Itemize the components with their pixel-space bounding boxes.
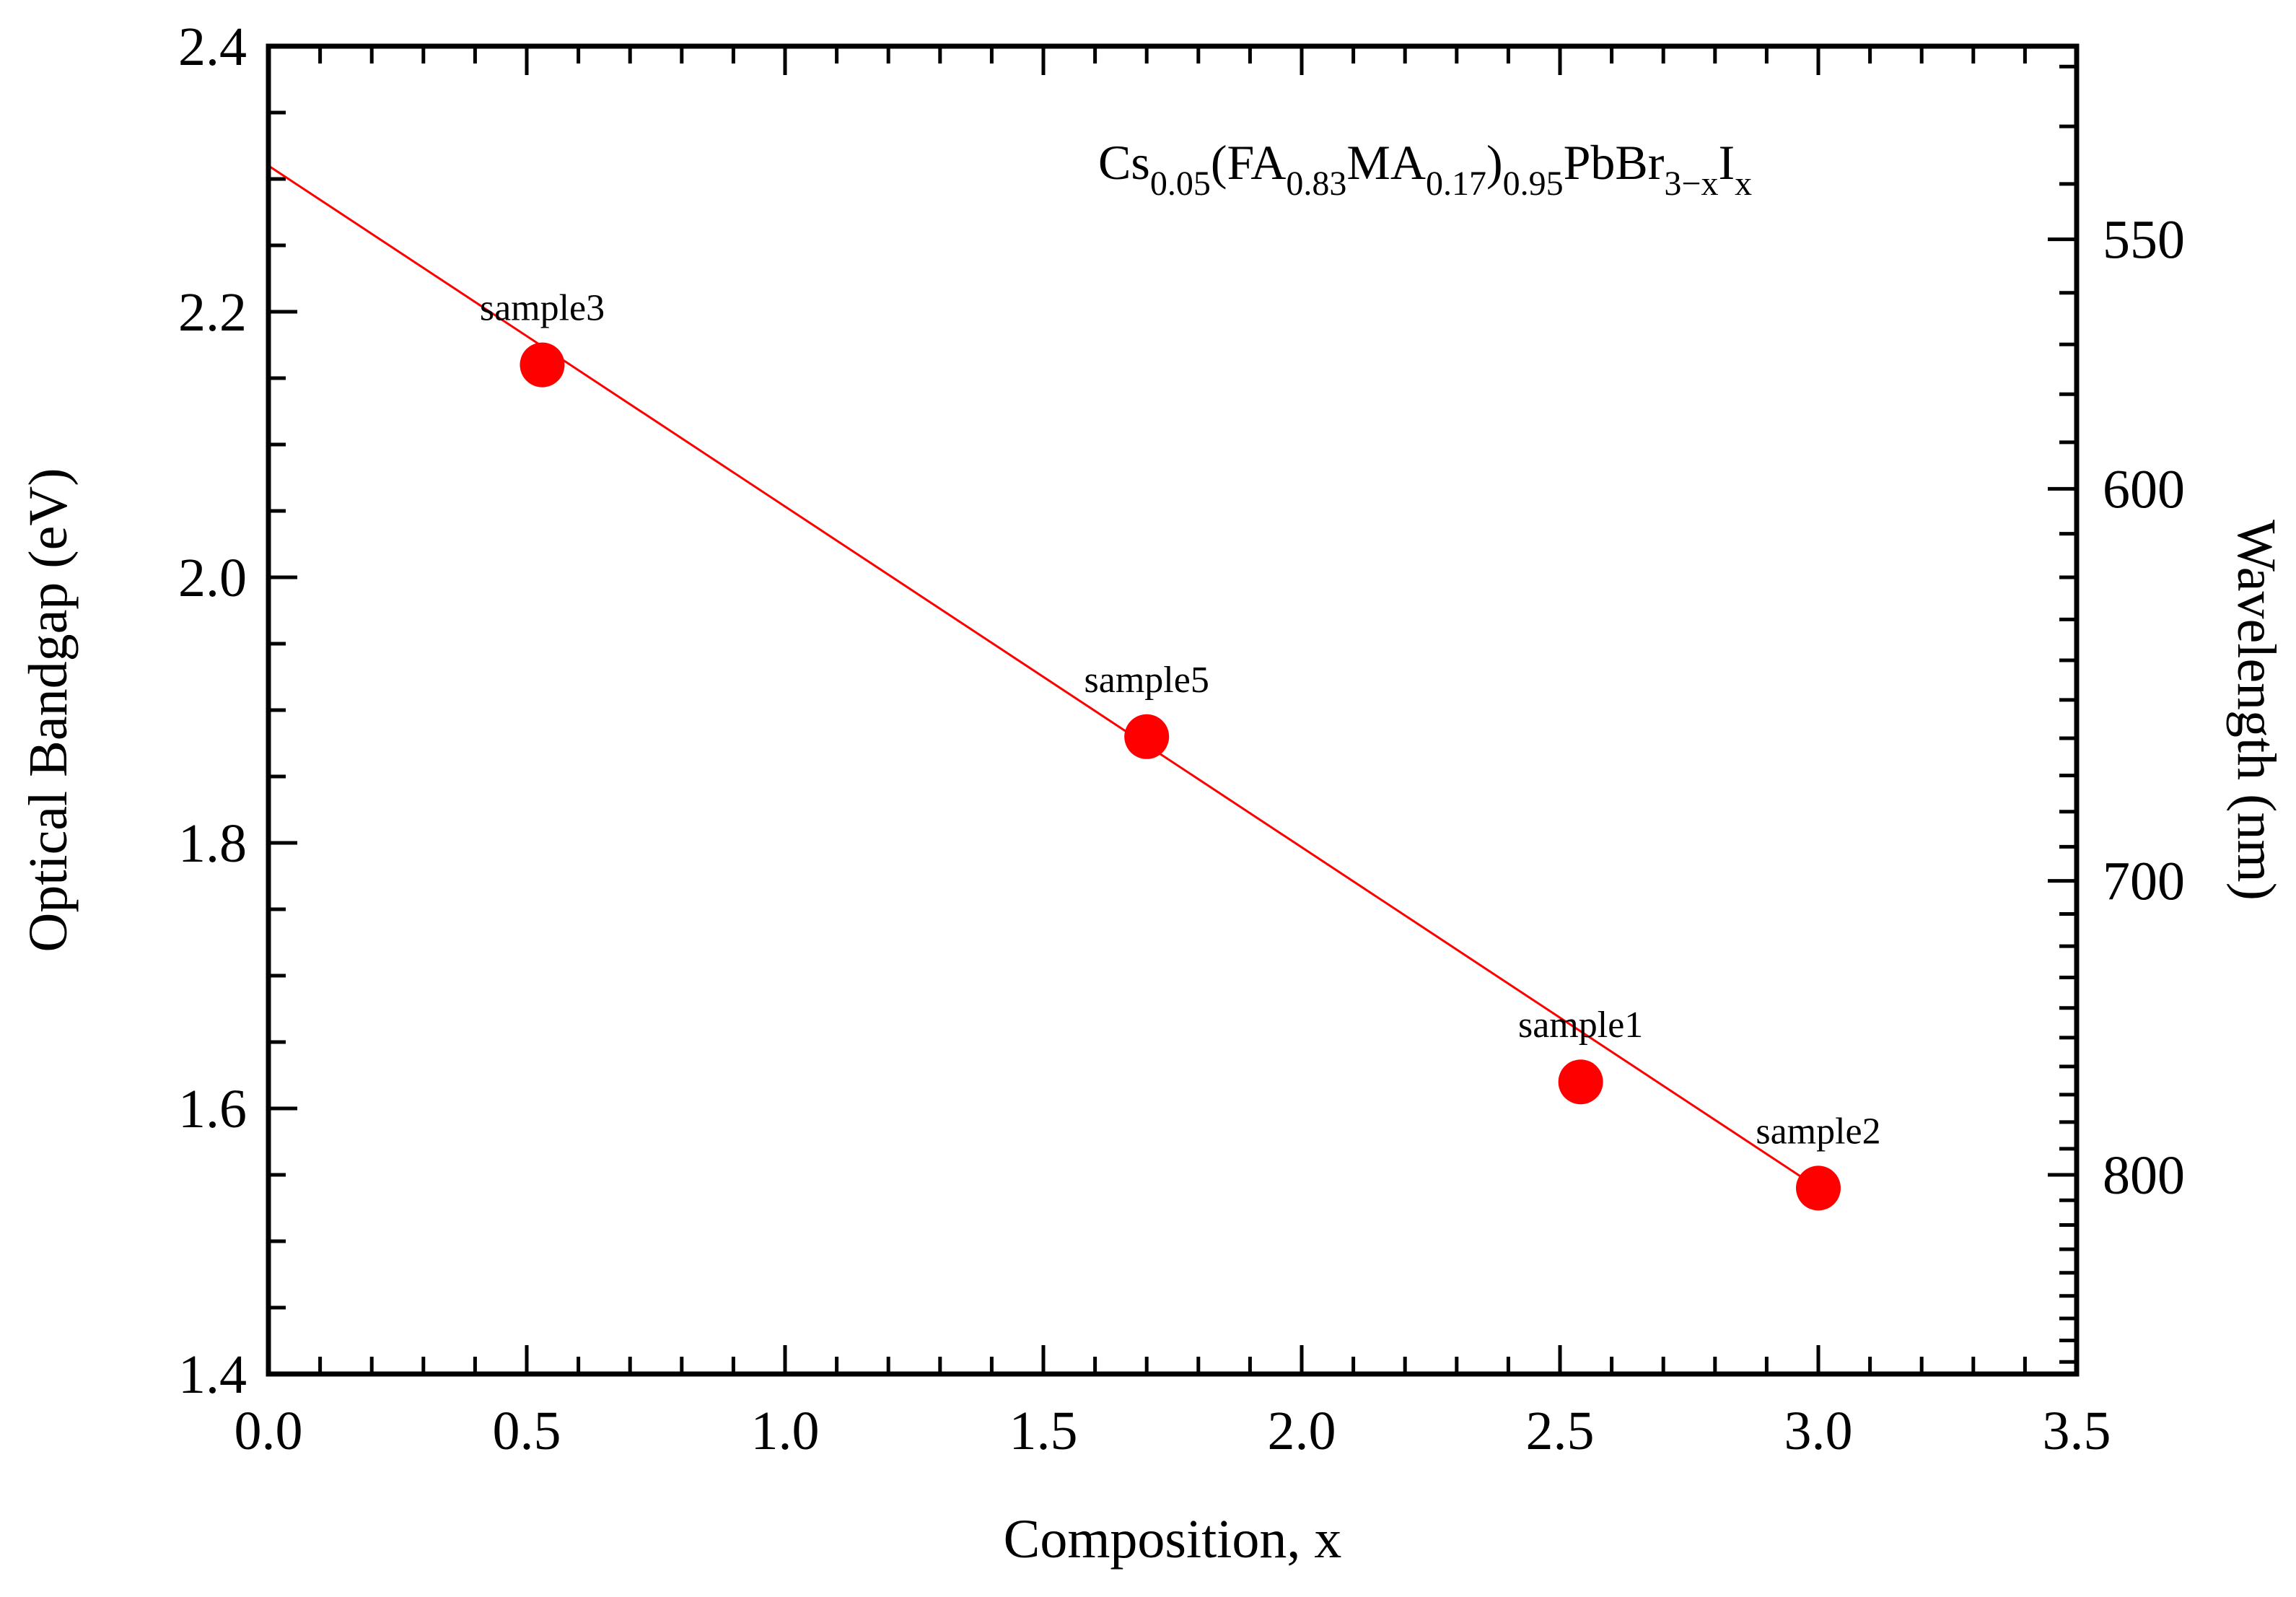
formula-subscript: 3−x (1664, 165, 1718, 203)
x-axis-title: Composition, x (1004, 1509, 1342, 1570)
formula-subscript: 0.83 (1286, 165, 1346, 203)
formula-text: I (1719, 135, 1735, 190)
y2-tick-label: 800 (2103, 1145, 2185, 1206)
formula-text: PbBr (1564, 135, 1665, 190)
x-tick-label: 2.5 (1526, 1401, 1595, 1461)
point-label: sample1 (1518, 1005, 1643, 1046)
x-tick-label: 3.5 (2043, 1401, 2111, 1461)
point-label: sample5 (1085, 660, 1209, 701)
y-tick-label: 2.0 (178, 548, 247, 608)
y-tick-label: 1.6 (178, 1079, 247, 1139)
x-tick-label: 2.0 (1268, 1401, 1336, 1461)
formula-text: Cs (1098, 135, 1150, 190)
point-label: sample2 (1756, 1111, 1880, 1152)
data-point (1558, 1059, 1603, 1105)
y-axis-title: Optical Bandgap (eV) (18, 468, 79, 952)
formula-text: (FA (1211, 135, 1287, 190)
y-tick-label: 1.8 (178, 813, 247, 874)
formula-text: MA (1346, 135, 1426, 190)
plot-frame (266, 43, 2080, 1377)
x-tick-label: 1.5 (1009, 1401, 1078, 1461)
y-tick-label: 2.2 (178, 282, 247, 343)
y2-tick-label: 600 (2103, 459, 2185, 520)
x-tick-label: 0.0 (235, 1401, 303, 1461)
y-tick-label: 2.4 (178, 17, 247, 77)
formula-subscript: 0.95 (1503, 165, 1564, 203)
x-tick-label: 0.5 (493, 1401, 561, 1461)
data-point (520, 342, 565, 388)
ticks-layer (266, 44, 2079, 1376)
y2-tick-label: 550 (2103, 210, 2185, 271)
formula-text: ) (1486, 135, 1503, 190)
y2-tick-label: 700 (2103, 852, 2185, 912)
formula-subscript: x (1735, 165, 1752, 203)
points-layer (520, 342, 1841, 1211)
x-tick-label: 1.0 (751, 1401, 820, 1461)
formula-subscript: 0.05 (1150, 165, 1211, 203)
fit-line (268, 165, 1819, 1189)
data-point (1796, 1165, 1841, 1211)
x-tick-label: 3.0 (1784, 1401, 1853, 1461)
y-tick-label: 1.4 (178, 1344, 247, 1405)
labels-layer: 0.0 0.5 1.0 1.5 2.0 2.5 3.0 3.5 1.4 1.6 1.8 2.0 2.2 2… (178, 17, 2185, 1461)
y2-axis-title: Wavelength (nm) (2226, 520, 2287, 901)
compound-formula: Cs0.05(FA0.83MA0.17)0.95PbBr3−xIx (1098, 135, 1752, 203)
formula-subscript: 0.17 (1426, 165, 1486, 203)
data-point (1124, 714, 1170, 759)
point-label: sample3 (480, 288, 605, 329)
fit-layer (268, 165, 1819, 1189)
